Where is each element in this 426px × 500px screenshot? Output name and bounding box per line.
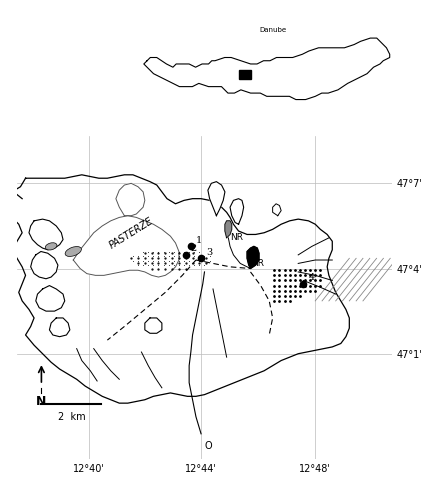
Text: 2: 2 (191, 244, 197, 253)
Text: 3: 3 (206, 248, 213, 256)
Polygon shape (29, 219, 63, 250)
Ellipse shape (65, 246, 81, 256)
Polygon shape (208, 182, 225, 216)
Polygon shape (273, 204, 281, 216)
Polygon shape (116, 184, 145, 216)
Text: O: O (204, 440, 212, 450)
Polygon shape (49, 318, 70, 336)
Polygon shape (225, 221, 232, 238)
Text: 4: 4 (308, 273, 315, 282)
Text: 1: 1 (196, 236, 202, 244)
Text: MR: MR (250, 259, 265, 268)
Polygon shape (73, 216, 179, 277)
Polygon shape (36, 286, 65, 311)
Polygon shape (145, 318, 162, 334)
Text: PASTERZE: PASTERZE (107, 216, 155, 250)
Text: N: N (36, 394, 46, 407)
Polygon shape (247, 246, 259, 268)
Ellipse shape (45, 242, 57, 250)
Text: NR: NR (230, 234, 243, 242)
Bar (239, 70, 250, 78)
Text: Danube: Danube (260, 27, 287, 33)
Text: 2  km: 2 km (58, 412, 85, 422)
Polygon shape (31, 252, 58, 279)
Polygon shape (230, 198, 244, 224)
